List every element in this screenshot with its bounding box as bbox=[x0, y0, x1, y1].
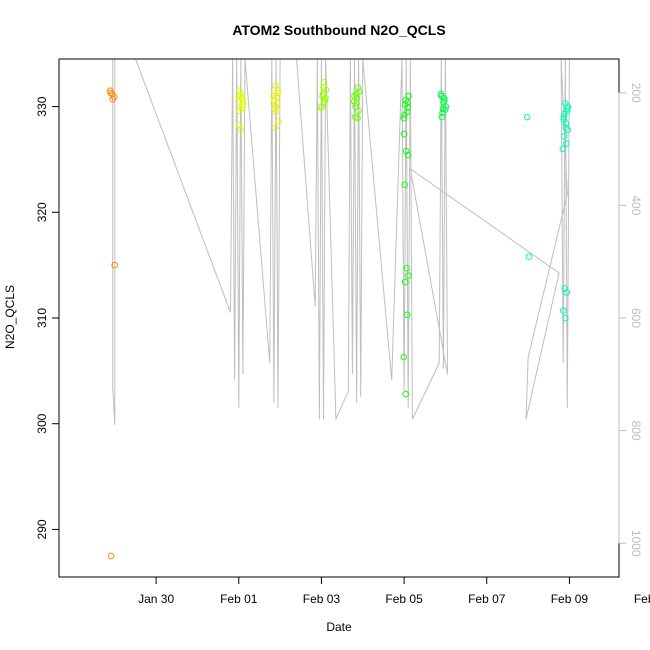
data-point bbox=[403, 265, 411, 272]
data-point bbox=[439, 109, 446, 117]
data-point bbox=[523, 113, 531, 121]
data-point bbox=[561, 132, 568, 140]
x-axis: Jan 30 Feb 01 Feb 03 Feb 05 Feb 07 Feb 09 Feb … bbox=[138, 577, 650, 606]
data-point bbox=[271, 124, 279, 131]
chart-title: ATOM2 Southbound N2O_QCLS bbox=[232, 22, 445, 38]
data-point bbox=[271, 105, 278, 112]
data-point bbox=[272, 82, 279, 89]
y-tick-label: 310 bbox=[35, 308, 49, 328]
x-tick-label: Feb 05 bbox=[385, 592, 423, 606]
right-tick-label: 600 bbox=[629, 308, 643, 328]
flight-track-line bbox=[112, 58, 570, 426]
data-point bbox=[322, 94, 329, 102]
y-axis-left: 290 300 310 320 330 bbox=[35, 96, 59, 539]
data-point bbox=[441, 96, 448, 104]
right-tick-label: 200 bbox=[629, 83, 643, 103]
data-point bbox=[400, 111, 408, 119]
flight-track-layer bbox=[112, 58, 570, 426]
data-point bbox=[354, 114, 361, 122]
data-point bbox=[402, 96, 410, 104]
data-point bbox=[437, 90, 445, 98]
data-point bbox=[560, 307, 567, 314]
data-point bbox=[107, 89, 114, 97]
data-point bbox=[270, 92, 277, 100]
x-tick-label: Feb 03 bbox=[303, 592, 341, 606]
y-axis-right: 200 400 600 800 1000 bbox=[618, 83, 643, 557]
data-point bbox=[562, 124, 570, 131]
data-point bbox=[404, 99, 411, 106]
data-point bbox=[561, 110, 568, 118]
data-point bbox=[438, 113, 446, 121]
data-point bbox=[236, 107, 243, 115]
x-tick-label: Feb 11 bbox=[634, 592, 650, 606]
data-point bbox=[109, 95, 116, 103]
data-point bbox=[400, 353, 408, 361]
data-point bbox=[320, 84, 327, 91]
data-point bbox=[563, 289, 571, 296]
data-point bbox=[560, 113, 568, 121]
data-point bbox=[403, 311, 411, 319]
x-tick-label: Feb 07 bbox=[468, 592, 506, 606]
data-point bbox=[237, 90, 244, 98]
right-tick-label: 800 bbox=[629, 421, 643, 441]
data-point bbox=[559, 145, 567, 153]
data-point bbox=[273, 93, 280, 101]
data-point bbox=[318, 103, 325, 110]
plot-frame bbox=[58, 58, 620, 578]
data-point bbox=[275, 118, 282, 125]
y-tick-label: 320 bbox=[35, 202, 49, 222]
right-tick-label: 400 bbox=[629, 195, 643, 215]
data-point bbox=[439, 105, 447, 112]
data-point bbox=[562, 314, 569, 322]
data-point bbox=[111, 261, 118, 269]
x-tick-label: Feb 01 bbox=[220, 592, 258, 606]
data-point bbox=[400, 130, 408, 138]
data-point bbox=[272, 108, 279, 116]
data-point bbox=[402, 147, 410, 155]
data-points-layer bbox=[106, 79, 572, 560]
data-point bbox=[239, 95, 247, 103]
x-tick-label: Jan 30 bbox=[138, 592, 174, 606]
data-point bbox=[563, 140, 570, 147]
data-point bbox=[352, 90, 360, 98]
data-point bbox=[564, 126, 572, 134]
data-point bbox=[107, 552, 115, 560]
right-tick-label: 1000 bbox=[629, 530, 643, 557]
data-point bbox=[352, 103, 359, 110]
data-point bbox=[404, 151, 412, 159]
data-point bbox=[350, 98, 358, 105]
x-tick-label: Feb 09 bbox=[551, 592, 589, 606]
data-point bbox=[273, 100, 281, 107]
data-point bbox=[401, 181, 409, 189]
y-axis-label: N2O_QCLS bbox=[3, 285, 17, 349]
data-point bbox=[400, 114, 408, 122]
data-point bbox=[564, 103, 572, 110]
data-point bbox=[401, 278, 409, 286]
x-axis-label: Date bbox=[326, 620, 352, 634]
y-tick-label: 300 bbox=[35, 413, 49, 433]
data-point bbox=[525, 253, 533, 261]
data-point bbox=[237, 126, 245, 134]
data-point bbox=[402, 390, 410, 398]
y-tick-label: 290 bbox=[35, 519, 49, 539]
data-point bbox=[274, 87, 282, 94]
y-tick-label: 330 bbox=[35, 96, 49, 116]
data-point bbox=[354, 84, 362, 91]
data-point bbox=[405, 272, 412, 280]
